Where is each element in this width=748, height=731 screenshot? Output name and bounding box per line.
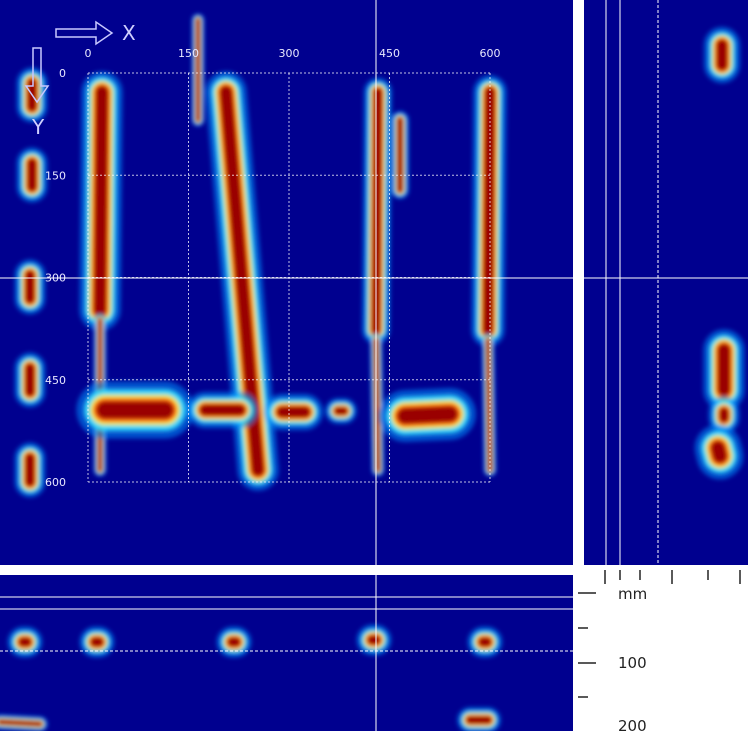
x-tick-label: 150: [178, 47, 199, 60]
heat-band: [718, 448, 720, 456]
scan-viewer: 01503004506000150300450600 X Y mm 100 20…: [0, 0, 748, 731]
y-tick-label: 600: [45, 476, 66, 489]
x-tick-label: 0: [85, 47, 92, 60]
page: 01503004506000150300450600 X Y mm 100 20…: [0, 0, 748, 731]
scale-ticks: [578, 570, 740, 697]
y-tick-label: 450: [45, 374, 66, 387]
x-tick-label: 450: [379, 47, 400, 60]
x-tick-label: 600: [480, 47, 501, 60]
y-tick-label: 0: [59, 67, 66, 80]
x-axis-label: X: [122, 21, 136, 45]
y-axis-label: Y: [31, 115, 45, 139]
heat-band: [0, 722, 40, 724]
y-tick-label: 150: [45, 169, 66, 182]
heat-band: [405, 414, 450, 416]
x-tick-label: 300: [279, 47, 300, 60]
scale-label: 100: [618, 654, 647, 672]
scale-label: 200: [618, 717, 647, 731]
scale-unit: mm: [618, 585, 647, 603]
side-view: [584, 0, 748, 565]
